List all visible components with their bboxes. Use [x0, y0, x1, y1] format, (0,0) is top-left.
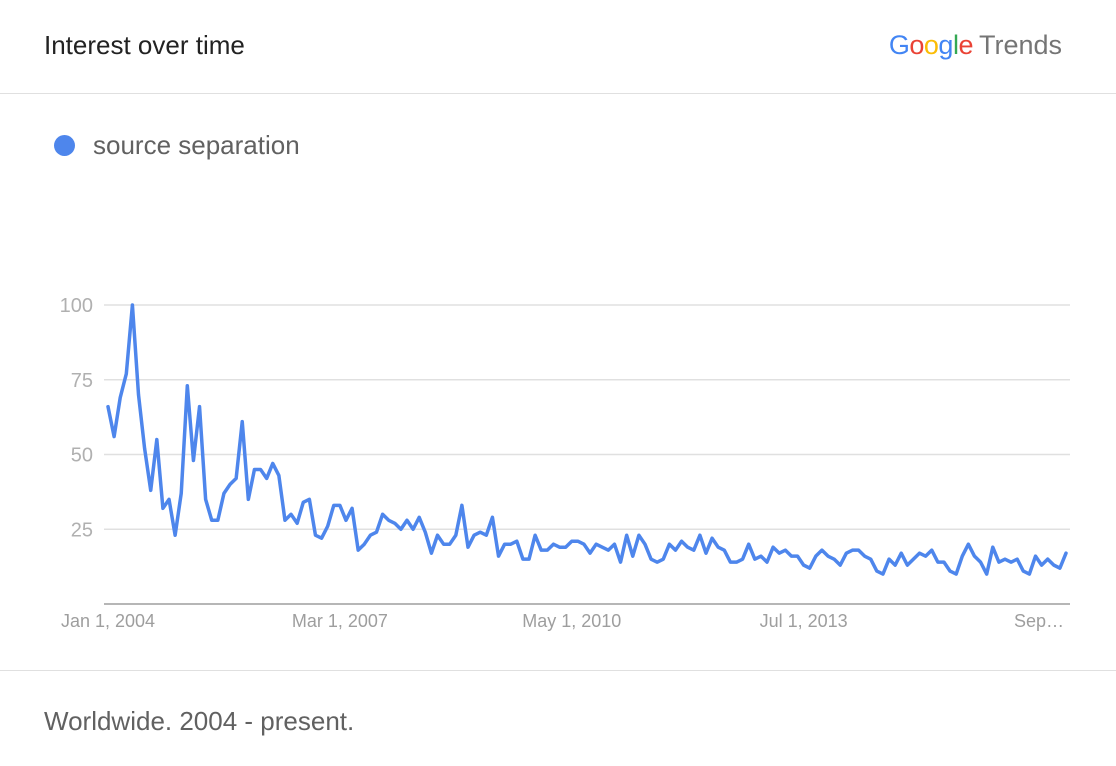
- series-line-source-separation: [106, 303, 1068, 576]
- footer-caption: Worldwide. 2004 - present.: [44, 706, 355, 736]
- google-wordmark: Google: [888, 30, 974, 60]
- y-tick-label: 50: [71, 445, 93, 467]
- y-tick-label: 100: [60, 295, 93, 317]
- google-trends-logo: Google Trends: [889, 30, 1062, 61]
- x-tick-label: Sep…: [1014, 611, 1064, 631]
- y-tick-label: 25: [71, 519, 93, 541]
- footer-divider: [0, 670, 1116, 671]
- legend-dot-icon: [54, 135, 75, 156]
- y-tick-label: 75: [71, 370, 93, 392]
- x-tick-label: Mar 1, 2007: [292, 611, 388, 631]
- chart-title: Interest over time: [44, 30, 245, 60]
- line-chart: 25 50 75 100 Jan 1, 2004 Mar 1, 2007 May 1, 20…: [60, 295, 1070, 631]
- x-tick-label: May 1, 2010: [522, 611, 621, 631]
- x-tick-label: Jul 1, 2013: [760, 611, 848, 631]
- x-tick-label: Jan 1, 2004: [61, 611, 155, 631]
- legend-label: source separation: [93, 130, 300, 160]
- trends-wordmark: Trends: [978, 30, 1062, 60]
- chart-legend: source separation: [54, 130, 300, 161]
- chart-header: Interest over time Google Trends: [0, 0, 1116, 94]
